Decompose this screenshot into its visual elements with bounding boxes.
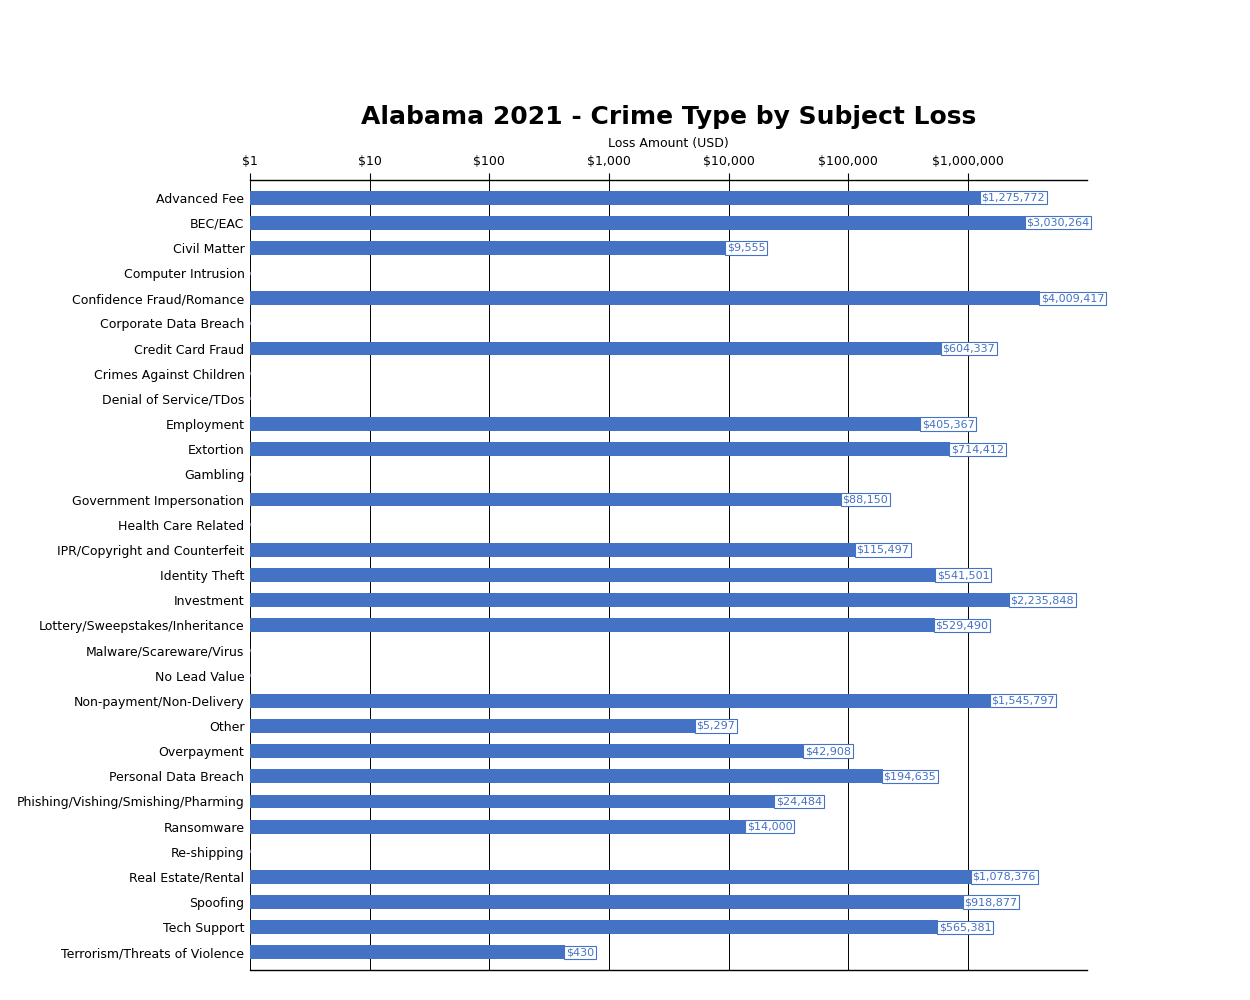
X-axis label: Loss Amount (USD): Loss Amount (USD): [609, 137, 729, 150]
Text: $115,497: $115,497: [856, 545, 909, 555]
Title: Alabama 2021 - Crime Type by Subject Loss: Alabama 2021 - Crime Type by Subject Los…: [361, 105, 976, 129]
Text: $4,009,417: $4,009,417: [1041, 293, 1104, 303]
Bar: [250, 216, 1025, 230]
Text: $565,381: $565,381: [939, 922, 991, 932]
Bar: [250, 568, 936, 582]
Bar: [250, 945, 565, 959]
Text: $541,501: $541,501: [936, 570, 990, 580]
Bar: [250, 870, 971, 884]
Bar: [250, 820, 746, 834]
Bar: [250, 493, 841, 506]
Text: $1,545,797: $1,545,797: [991, 696, 1055, 706]
Text: $5,297: $5,297: [696, 721, 735, 731]
Bar: [250, 769, 882, 783]
Bar: [250, 719, 695, 733]
Text: $88,150: $88,150: [842, 495, 889, 505]
Text: $430: $430: [566, 947, 594, 957]
Bar: [250, 342, 941, 355]
Text: $24,484: $24,484: [776, 796, 822, 806]
Text: $194,635: $194,635: [884, 771, 936, 781]
Text: $604,337: $604,337: [942, 344, 995, 354]
Bar: [250, 543, 856, 557]
Text: $42,908: $42,908: [805, 746, 851, 756]
Bar: [250, 694, 990, 708]
Bar: [250, 618, 935, 632]
Text: $2,235,848: $2,235,848: [1010, 595, 1074, 605]
Text: $405,367: $405,367: [921, 419, 975, 429]
Bar: [250, 744, 804, 758]
Text: $714,412: $714,412: [951, 444, 1004, 454]
Bar: [250, 920, 939, 934]
Bar: [250, 442, 950, 456]
Text: $1,078,376: $1,078,376: [972, 872, 1036, 882]
Text: $1,275,772: $1,275,772: [981, 193, 1045, 203]
Bar: [250, 241, 726, 255]
Text: $529,490: $529,490: [935, 620, 989, 630]
Bar: [250, 895, 964, 909]
Bar: [250, 191, 980, 205]
Bar: [250, 291, 1040, 305]
Text: $9,555: $9,555: [728, 243, 765, 253]
Bar: [250, 417, 921, 431]
Text: $14,000: $14,000: [746, 822, 792, 832]
Text: $918,877: $918,877: [964, 897, 1017, 907]
Text: $3,030,264: $3,030,264: [1026, 218, 1090, 228]
Bar: [250, 593, 1010, 607]
Bar: [250, 795, 775, 808]
